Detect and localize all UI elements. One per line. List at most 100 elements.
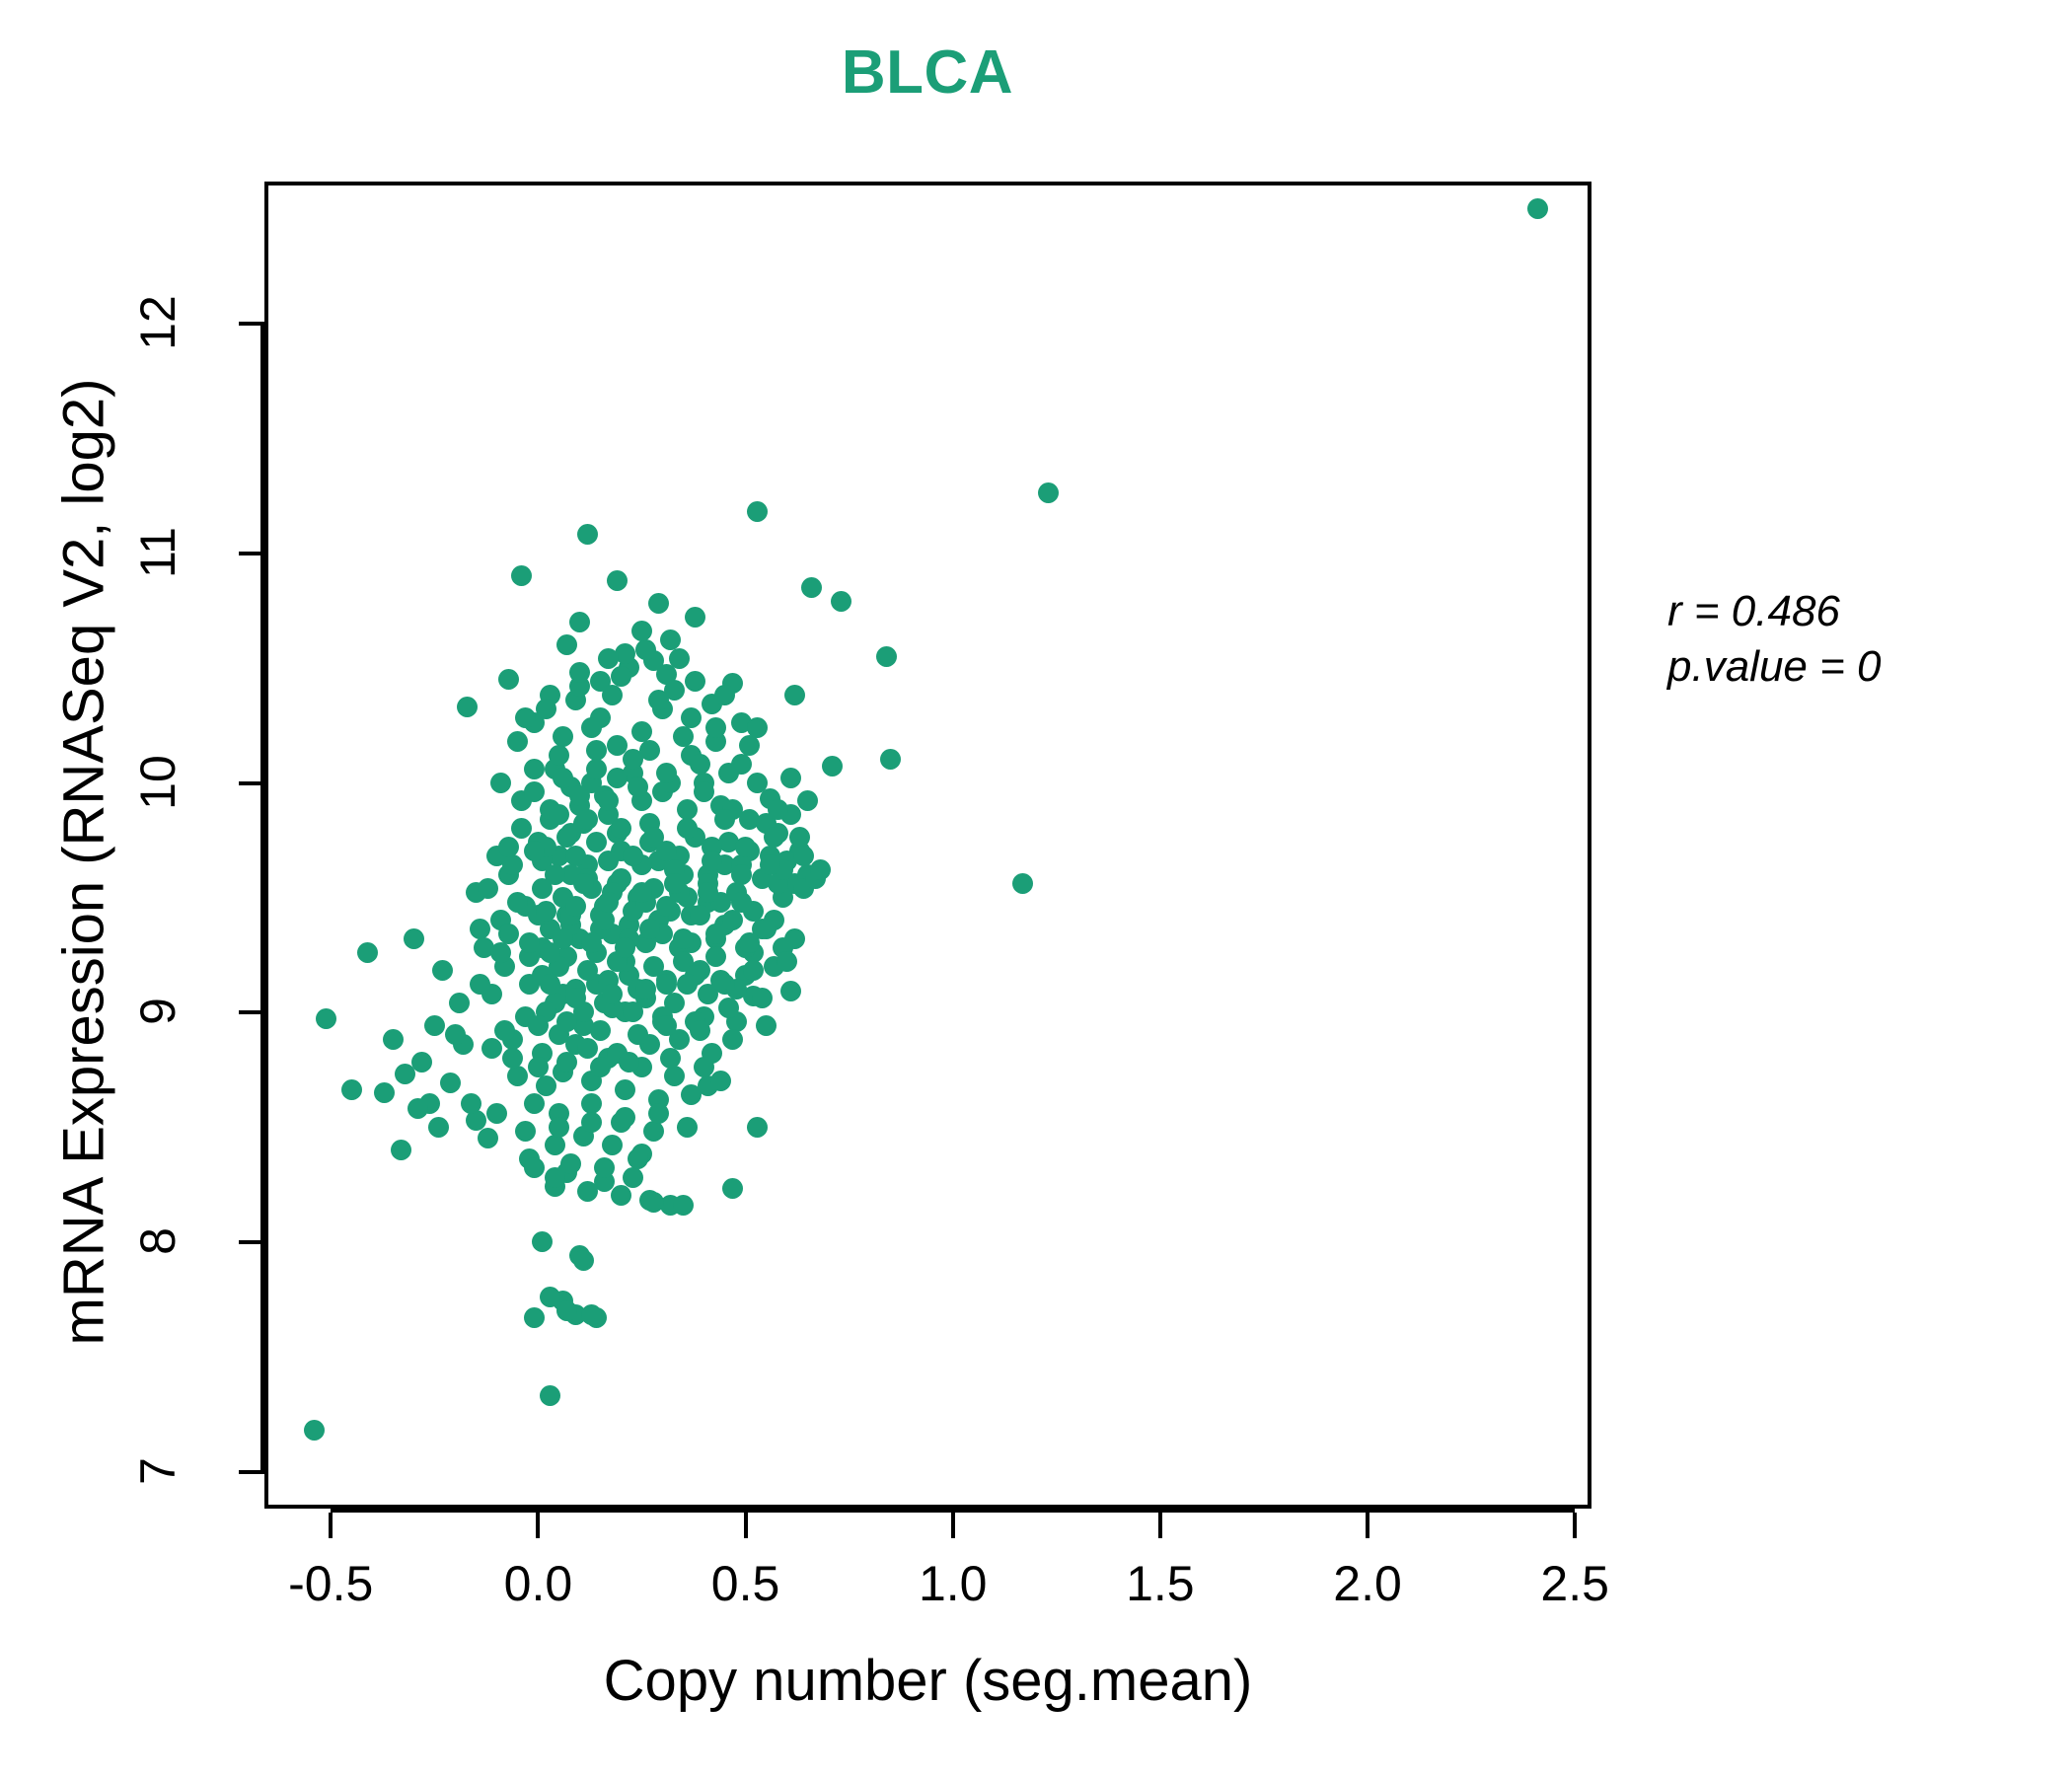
data-point xyxy=(614,643,635,665)
data-point xyxy=(572,1249,594,1271)
data-point xyxy=(448,992,470,1013)
data-point xyxy=(536,1074,557,1096)
data-point xyxy=(656,974,677,996)
data-point xyxy=(395,1064,416,1085)
data-point xyxy=(677,818,699,840)
data-point xyxy=(581,1304,603,1326)
data-point xyxy=(593,1157,615,1179)
data-point xyxy=(639,739,661,761)
data-point xyxy=(689,753,710,775)
data-point xyxy=(589,1057,611,1078)
data-point xyxy=(589,1019,611,1041)
data-point xyxy=(747,1116,769,1138)
data-point xyxy=(718,997,740,1018)
data-point xyxy=(698,882,719,904)
x-tick-label: -0.5 xyxy=(288,1556,374,1611)
data-point xyxy=(623,1166,644,1188)
data-point xyxy=(643,955,665,977)
data-point xyxy=(606,569,628,591)
data-point xyxy=(568,785,590,807)
y-tick-mark xyxy=(239,780,264,785)
y-axis-line xyxy=(260,324,264,1472)
data-point xyxy=(643,1121,665,1143)
x-tick-label: 2.0 xyxy=(1333,1556,1402,1611)
data-point xyxy=(560,1152,582,1174)
y-tick-mark xyxy=(239,322,264,327)
data-point xyxy=(623,845,644,866)
data-point xyxy=(634,978,656,999)
data-point xyxy=(681,1083,703,1105)
data-point xyxy=(506,730,528,752)
data-point xyxy=(619,1052,640,1073)
data-point xyxy=(664,680,686,702)
data-point xyxy=(709,1071,731,1092)
data-point xyxy=(764,827,785,849)
data-point xyxy=(822,756,844,777)
data-point xyxy=(531,877,553,899)
data-point xyxy=(515,707,537,729)
x-axis-line xyxy=(331,1509,1576,1513)
data-point xyxy=(689,1019,710,1041)
data-point xyxy=(879,749,901,771)
data-point xyxy=(602,983,624,1004)
data-point xyxy=(677,974,699,996)
data-point xyxy=(614,937,635,959)
data-point xyxy=(792,845,814,866)
data-point xyxy=(461,1093,482,1115)
x-tick-label: 1.5 xyxy=(1126,1556,1195,1611)
data-point xyxy=(481,1038,503,1060)
plot-panel xyxy=(264,182,1591,1509)
data-point xyxy=(510,565,532,587)
data-point xyxy=(672,1194,694,1216)
data-point xyxy=(647,593,669,614)
data-point xyxy=(585,758,607,779)
data-point xyxy=(572,872,594,894)
data-point xyxy=(643,1192,665,1214)
data-point xyxy=(523,1157,545,1179)
data-point xyxy=(656,763,677,784)
data-point xyxy=(606,735,628,757)
data-point xyxy=(598,891,620,913)
data-point xyxy=(602,685,624,706)
data-point xyxy=(809,858,831,880)
x-tick-mark xyxy=(1573,1513,1578,1538)
data-point xyxy=(556,633,578,655)
data-point xyxy=(698,983,719,1004)
data-point xyxy=(598,647,620,669)
data-point xyxy=(751,988,773,1009)
data-point xyxy=(788,827,810,849)
data-point xyxy=(693,780,714,802)
data-point xyxy=(796,790,818,812)
data-point xyxy=(544,863,565,885)
data-point xyxy=(739,932,761,954)
data-point xyxy=(685,606,706,628)
data-point xyxy=(498,924,520,945)
data-point xyxy=(623,749,644,771)
data-point xyxy=(556,1052,578,1073)
data-point xyxy=(830,590,851,612)
x-tick-mark xyxy=(743,1513,748,1538)
data-point xyxy=(614,1107,635,1129)
data-point xyxy=(739,808,761,830)
data-point xyxy=(668,1029,690,1051)
data-point xyxy=(303,1419,325,1441)
data-point xyxy=(581,716,603,738)
data-point xyxy=(548,804,569,826)
data-point xyxy=(457,696,479,717)
data-point xyxy=(536,699,557,720)
data-point xyxy=(506,891,528,913)
data-point xyxy=(523,1093,545,1115)
data-point xyxy=(780,767,802,788)
y-tick-mark xyxy=(239,1010,264,1015)
data-point xyxy=(705,946,727,968)
data-point xyxy=(634,638,656,660)
x-tick-label: 1.0 xyxy=(918,1556,988,1611)
data-point xyxy=(606,767,628,788)
data-point xyxy=(577,808,599,830)
data-point xyxy=(656,1015,677,1037)
data-point xyxy=(709,969,731,991)
data-point xyxy=(722,1029,744,1051)
data-point xyxy=(548,744,569,766)
data-point xyxy=(564,845,586,866)
data-point xyxy=(660,1047,682,1069)
